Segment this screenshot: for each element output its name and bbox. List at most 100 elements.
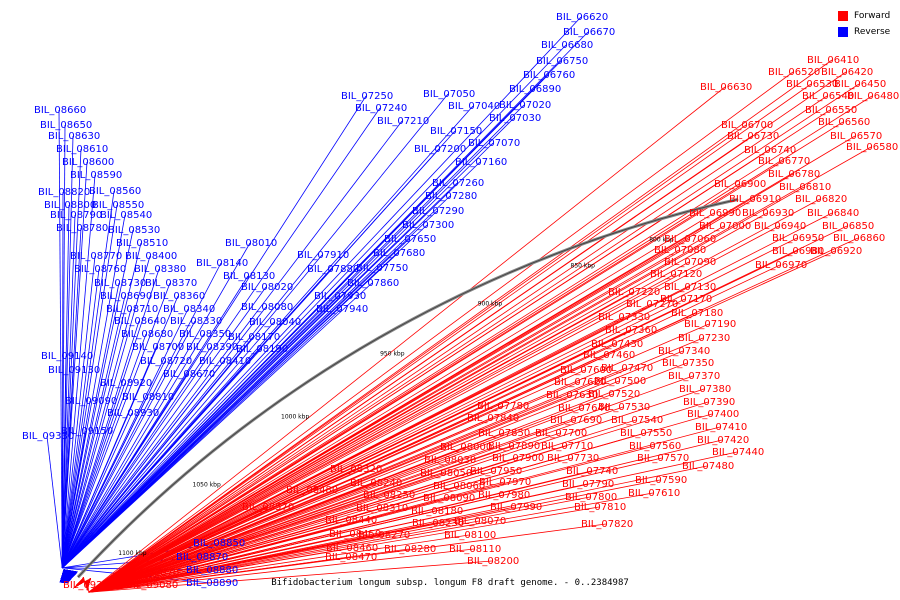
forward-gene-label: BIL_07550	[620, 428, 672, 439]
scale-ticks: 800 kbp 850 kbp 900 kbp 950 kbp 1000 kbp 1050…	[118, 237, 674, 557]
gene-leader-line	[88, 198, 821, 593]
reverse-gene-label: BIL_07860	[347, 278, 399, 289]
gene-leader-line	[88, 388, 705, 593]
gene-leader-line	[61, 275, 249, 569]
genome-caption: Bifidobacterium longum subsp. longum F8 …	[271, 578, 629, 588]
reverse-gene-label: BIL_08890	[186, 578, 238, 589]
gene-leader-line	[88, 548, 475, 593]
forward-gene-label: BIL_07710	[541, 441, 593, 452]
forward-gene-label: BIL_06950	[772, 233, 824, 244]
forward-gene-label: BIL_08320	[330, 464, 382, 475]
forward-gene-label: BIL_07130	[664, 282, 716, 293]
forward-gene-label: BIL_08180	[411, 506, 463, 517]
gene-leader-line	[46, 435, 63, 568]
forward-gene-label: BIL_06630	[700, 82, 752, 93]
forward-gene-arrow	[73, 577, 91, 591]
forward-gene-label: BIL_07980	[478, 490, 530, 501]
reverse-gene-label: BIL_08610	[56, 144, 108, 155]
forward-gene-label: BIL_07270	[626, 299, 678, 310]
gene-leader-line	[88, 59, 833, 593]
gene-leader-line	[61, 373, 189, 569]
reverse-gene-label: BIL_08880	[186, 565, 238, 576]
gene-leader-line	[88, 417, 493, 593]
gene-leader-line	[88, 547, 352, 593]
forward-gene-label: BIL_06770	[758, 156, 810, 167]
forward-gene-label: BIL_07540	[611, 415, 663, 426]
gene-leader-line	[88, 507, 382, 593]
reverse-gene-label: BIL_09150	[61, 426, 113, 437]
gene-leader-line	[88, 489, 312, 593]
forward-gene-label: BIL_06900	[714, 179, 766, 190]
forward-gene-label: BIL_07620	[554, 377, 606, 388]
forward-gene-label: BIL_06700	[721, 120, 773, 131]
forward-gene-label: BIL_07330	[598, 312, 650, 323]
forward-gene-label: BIL_06560	[818, 117, 870, 128]
forward-gene-label: BIL_07180	[671, 308, 723, 319]
forward-gene-label: BIL_07820	[581, 519, 633, 530]
reverse-gene-label: BIL_08350	[179, 329, 231, 340]
gene-leader-line	[61, 295, 126, 568]
forward-gene-label: BIL_07430	[591, 339, 643, 350]
gene-leader-line	[88, 212, 768, 593]
reverse-gene-arrow	[59, 569, 78, 583]
gene-leader-line	[61, 93, 449, 569]
forward-gene-label: BIL_08110	[449, 544, 501, 555]
gene-leader-line	[88, 83, 860, 593]
gene-leader-line	[88, 556, 351, 593]
gene-leader-line	[88, 470, 496, 593]
reverse-gene-label: BIL_08820	[38, 187, 90, 198]
gene-leader-line	[88, 472, 446, 593]
gene-leader-line	[61, 262, 222, 569]
gene-leader-line	[61, 242, 251, 569]
gene-leader-line	[61, 355, 67, 568]
reverse-gene-label: BIL_09090	[65, 396, 117, 407]
forward-gene-label: BIL_08230	[412, 518, 464, 529]
gene-leader-line	[61, 286, 267, 569]
gene-leader-line	[61, 148, 82, 568]
gene-leader-line	[88, 249, 680, 593]
forward-gene-label: BIL_07780	[477, 401, 529, 412]
gene-leader-line	[61, 242, 142, 568]
gene-leader-line	[61, 267, 382, 569]
reverse-gene-label: BIL_08540	[100, 210, 152, 221]
reverse-gene-label: BIL_08510	[116, 238, 168, 249]
gene-leader-line	[61, 346, 212, 569]
forward-gene-label: BIL_07060	[664, 234, 716, 245]
scale-tick-label: 1100 kbp	[118, 550, 146, 557]
gene-leader-line	[88, 316, 624, 593]
reverse-gene-label: BIL_07030	[489, 113, 541, 124]
gene-leader-line	[61, 333, 205, 569]
forward-gene-label: BIL_07390	[683, 397, 735, 408]
forward-gene-label: BIL_06570	[830, 131, 882, 142]
gene-leader-line	[61, 336, 254, 569]
gene-leader-line	[61, 346, 158, 569]
gene-leader-line	[88, 445, 514, 593]
gene-leader-line	[88, 572, 153, 593]
forward-gene-label: BIL_06410	[807, 55, 859, 66]
gene-leader-line	[88, 520, 480, 593]
gene-leader-line	[88, 497, 449, 593]
gene-leader-line	[61, 44, 567, 569]
forward-gene-label: BIL_07700	[535, 428, 587, 439]
gene-leader-line	[88, 492, 654, 593]
reverse-gene-label: BIL_08650	[40, 120, 92, 131]
gene-leader-line	[88, 95, 873, 593]
gene-leader-line	[88, 506, 268, 593]
forward-gene-label: BIL_07340	[658, 346, 710, 357]
gene-leader-line	[61, 135, 74, 568]
gene-leader-line	[88, 534, 384, 593]
gene-leader-line	[88, 482, 376, 593]
gene-leader-line	[61, 268, 100, 568]
forward-gene-label: BIL_07610	[628, 488, 680, 499]
legend-forward: Forward	[838, 8, 890, 24]
reverse-gene-label: BIL_08680	[121, 329, 173, 340]
gene-leader-line	[61, 321, 275, 569]
forward-gene-label: BIL_07900	[492, 453, 544, 464]
forward-gene-label: BIL_06420	[821, 67, 873, 78]
forward-gene-label: BIL_07460	[583, 350, 635, 361]
reverse-gene-label: BIL_06750	[536, 56, 588, 67]
gene-leader-line	[88, 510, 437, 593]
reverse-gene-label: BIL_08170	[228, 332, 280, 343]
gene-leader-line	[88, 83, 812, 593]
